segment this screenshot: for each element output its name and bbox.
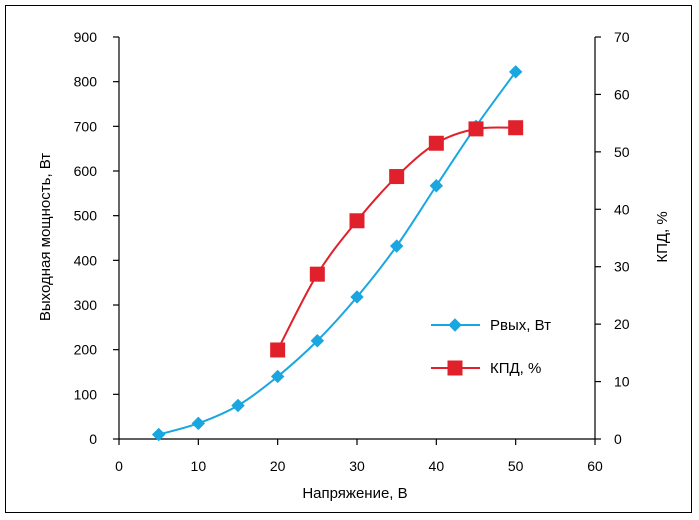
axes — [118, 37, 596, 440]
data-point — [389, 239, 404, 253]
y-left-tick-label: 900 — [74, 29, 98, 45]
series-2 — [270, 120, 524, 358]
data-point — [191, 416, 206, 431]
x-tick-label: 10 — [191, 458, 207, 474]
y-left-tick-label: 700 — [74, 118, 98, 134]
series-1 — [151, 65, 523, 442]
y-left-tick-label: 400 — [74, 252, 98, 268]
legend-label: КПД, % — [490, 360, 541, 377]
data-point — [468, 121, 484, 137]
data-point — [270, 342, 286, 358]
y-right-tick-label: 10 — [614, 374, 630, 390]
data-point — [309, 266, 325, 282]
legend: Рвых, Вт КПД, % — [431, 317, 551, 377]
y-left-tick-label: 500 — [74, 208, 98, 224]
y-left-tick-label: 600 — [74, 163, 98, 179]
data-point — [350, 290, 364, 304]
data-point — [349, 213, 365, 229]
data-point — [389, 169, 405, 185]
y-left-tick-label: 100 — [74, 386, 98, 402]
data-point — [429, 179, 444, 193]
x-tick-label: 60 — [587, 458, 603, 474]
data-point — [428, 135, 444, 151]
ticks: 0 10 20 30 40 50 60010020030040050060070080090… — [74, 29, 630, 474]
legend-marker — [448, 318, 462, 332]
y-right-tick-label: 60 — [614, 86, 630, 102]
data-point — [310, 334, 325, 348]
data-point — [508, 120, 524, 136]
x-axis-label: Напряжение, В — [302, 485, 407, 502]
x-tick-label: 50 — [508, 458, 524, 474]
series-line — [276, 126, 516, 351]
x-tick-label: 40 — [429, 458, 445, 474]
x-tick-label: 20 — [270, 458, 286, 474]
y-right-tick-label: 30 — [614, 259, 630, 275]
y-left-tick-label: 300 — [74, 297, 98, 313]
y-right-tick-label: 70 — [614, 29, 630, 45]
series-layer — [151, 65, 524, 442]
series-line — [158, 71, 517, 436]
y-right-tick-label: 20 — [614, 316, 630, 332]
y-right-tick-label: 50 — [614, 144, 630, 160]
data-point — [270, 369, 285, 384]
legend-item: Рвых, Вт — [431, 317, 551, 334]
y-right-tick-label: 0 — [614, 431, 622, 447]
y-left-tick-label: 0 — [89, 431, 97, 447]
y-right-tick-label: 40 — [614, 201, 630, 217]
y-left-tick-label: 200 — [74, 342, 98, 358]
legend-marker — [447, 360, 463, 376]
y-left-tick-label: 800 — [74, 74, 98, 90]
legend-label: Рвых, Вт — [490, 317, 551, 334]
x-tick-label: 0 — [115, 458, 123, 474]
legend-item: КПД, % — [431, 360, 541, 377]
data-point — [151, 427, 166, 442]
y-left-axis-label: Выходная мощность, Вт — [37, 153, 54, 321]
data-point — [231, 398, 245, 413]
data-point — [508, 65, 523, 79]
x-tick-label: 30 — [349, 458, 365, 474]
y-right-axis-label: КПД, % — [654, 211, 671, 262]
